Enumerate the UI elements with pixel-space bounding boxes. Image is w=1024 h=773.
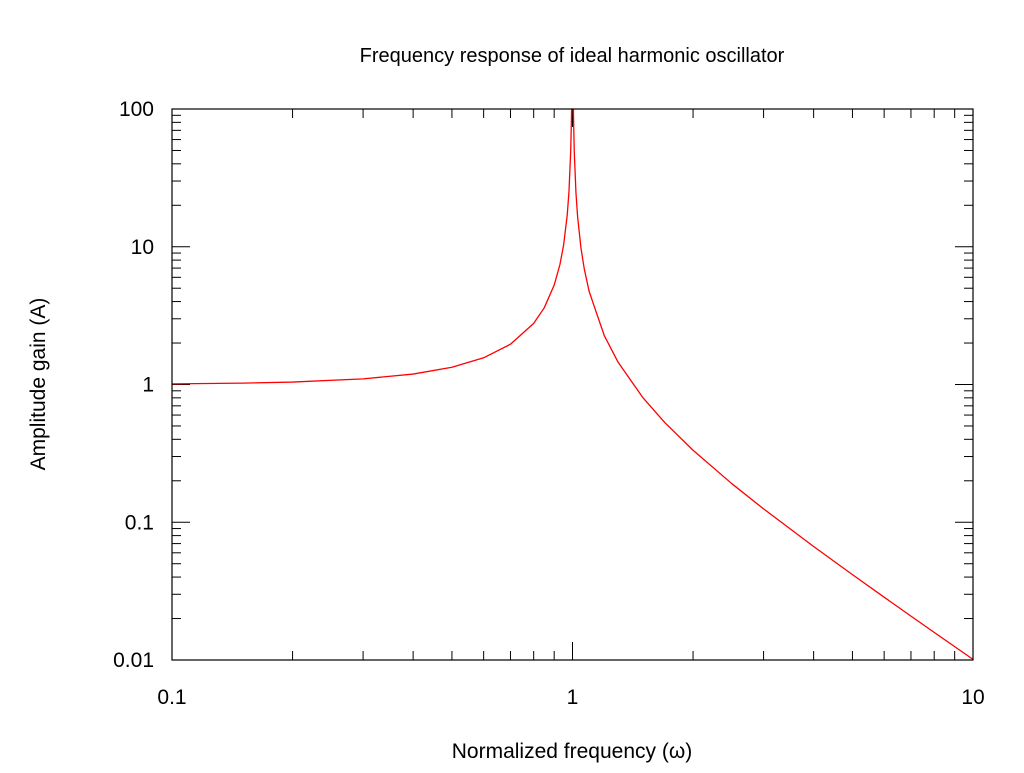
plot-frame <box>171 108 974 661</box>
y-tick-label: 0.01 <box>113 649 154 672</box>
x-tick-label: 0.1 <box>157 686 186 709</box>
y-tick-label: 100 <box>119 98 154 121</box>
y-tick-label: 1 <box>142 374 154 397</box>
axis-ticks <box>171 109 973 661</box>
x-axis-label: Normalized frequency (ω) <box>452 740 692 763</box>
x-tick-label: 10 <box>961 686 984 709</box>
x-tick-label: 1 <box>567 686 579 709</box>
plot-series <box>171 108 974 660</box>
chart-title: Frequency response of ideal harmonic osc… <box>360 45 785 67</box>
y-tick-label: 0.1 <box>125 511 154 534</box>
y-axis-label: Amplitude gain (A) <box>27 298 50 471</box>
series-line-1 <box>171 108 974 660</box>
y-tick-label: 10 <box>131 236 154 259</box>
